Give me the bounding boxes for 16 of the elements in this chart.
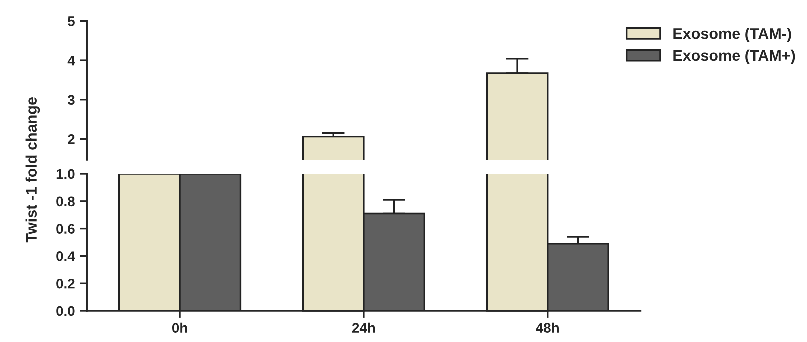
y-axis-title: Twist -1 fold change	[26, 98, 40, 243]
y-tick-label: 0.0	[56, 306, 75, 316]
y-tick-label: 4	[68, 56, 76, 66]
x-tick-label: 0h	[172, 322, 188, 334]
y-tick-label: 0.8	[56, 196, 75, 207]
y-tick-label: 2	[68, 134, 75, 144]
y-tick-label: 0.6	[56, 224, 75, 234]
legend-label: Exosome (TAM-)	[674, 28, 792, 42]
y-tick-label: 5	[68, 16, 75, 26]
y-tick-label: 0.4	[56, 252, 76, 262]
y-tick-label: 0.2	[56, 278, 75, 289]
y-tick-label: 1.0	[56, 169, 75, 180]
y-tick-label: 3	[68, 95, 75, 106]
legend-label: Exosome (TAM+)	[674, 50, 796, 64]
x-tick-label: 48h	[536, 322, 559, 334]
x-tick-label: 24h	[352, 322, 376, 333]
